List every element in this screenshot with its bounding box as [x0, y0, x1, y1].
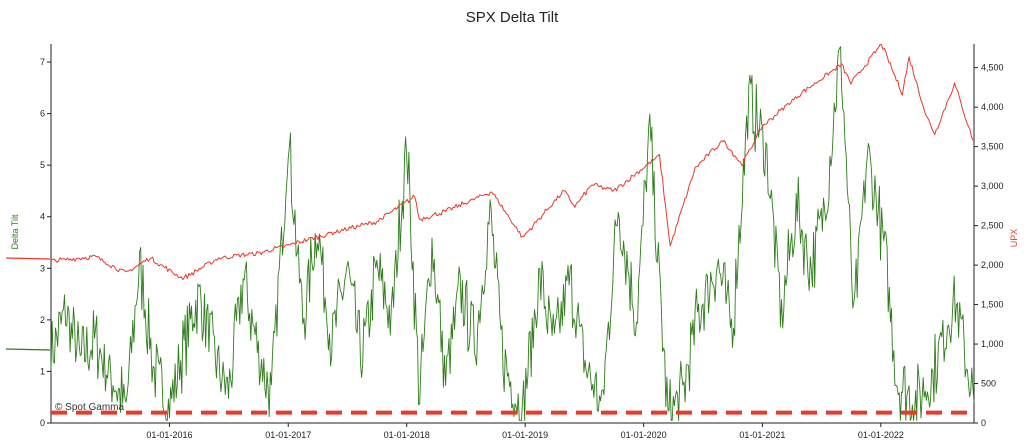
x-tick-label: 01-01-2020 — [621, 430, 667, 440]
chart-title: SPX Delta Tilt — [466, 9, 559, 26]
left-tick-label: 5 — [40, 160, 45, 170]
right-tick-label: 500 — [981, 379, 996, 389]
left-axis-label: Delta Tilt — [10, 214, 20, 250]
left-tick-label: 0 — [40, 418, 45, 428]
right-tick-label: 4,500 — [981, 63, 1004, 73]
x-tick-label: 01-01-2018 — [384, 430, 430, 440]
x-tick-label: 01-01-2016 — [146, 430, 192, 440]
delta-tilt-series-line — [50, 46, 975, 421]
right-tick-label: 1,000 — [981, 339, 1004, 349]
x-tick-label: 01-01-2019 — [502, 430, 548, 440]
right-axis-label: UPX — [1009, 229, 1019, 248]
left-tick-label: 1 — [40, 366, 45, 376]
upx-legend-stub — [5, 257, 51, 260]
x-tick-label: 01-01-2021 — [739, 430, 785, 440]
right-tick-label: 2,500 — [981, 221, 1004, 231]
x-tick-label: 01-01-2017 — [265, 430, 311, 440]
right-tick-label: 3,000 — [981, 181, 1004, 191]
left-tick-label: 7 — [40, 57, 45, 67]
x-tick-label: 01-01-2022 — [858, 430, 904, 440]
right-tick-label: 4,000 — [981, 102, 1004, 112]
watermark: © Spot Gamma — [55, 402, 124, 413]
left-tick-label: 3 — [40, 263, 45, 273]
left-tick-label: 6 — [40, 109, 45, 119]
left-tick-label: 4 — [40, 212, 45, 222]
upx-series-line — [50, 44, 974, 281]
delta-tilt-legend-stub — [5, 348, 51, 351]
left-tick-label: 2 — [40, 315, 45, 325]
right-tick-label: 1,500 — [981, 300, 1004, 310]
right-tick-label: 3,500 — [981, 142, 1004, 152]
right-tick-label: 2,000 — [981, 260, 1004, 270]
right-tick-label: 0 — [981, 418, 986, 428]
plot-area: 0 1 2 3 4 5 6 7 0 500 1,000 1,500 2,000 2,500 3,000 3,5… — [5, 44, 1004, 440]
